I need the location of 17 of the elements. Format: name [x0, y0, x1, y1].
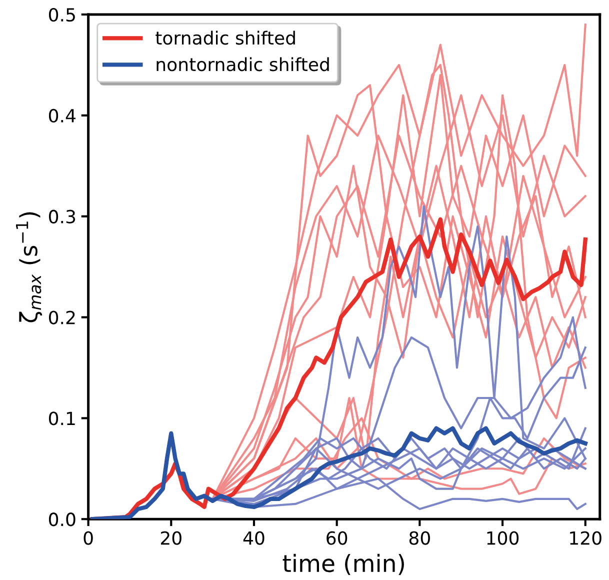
y-axis-title: ζ$_{max}$ (s$^{−1}$): [16, 212, 42, 322]
x-tick-label: 80: [409, 531, 430, 545]
x-tick-label: 60: [326, 531, 348, 545]
x-axis-title: time (min): [282, 554, 404, 575]
x-tick-label: 40: [243, 531, 264, 545]
x-tick-label: 120: [570, 531, 602, 545]
x-tick-label: 0: [84, 531, 93, 545]
legend-label: tornadic shifted: [156, 30, 295, 45]
y-tick-label: 0.1: [48, 412, 75, 426]
y-tick-label: 0.4: [48, 108, 76, 123]
y-tick-label: 0.3: [48, 210, 76, 224]
y-tick-label: 0.5: [48, 8, 75, 22]
legend-label: nontornadic shifted: [156, 57, 329, 72]
x-tick-label: 100: [487, 531, 519, 545]
y-tick-label: 0.0: [48, 512, 76, 526]
x-tick-label: 20: [160, 531, 182, 545]
y-tick-label: 0.2: [48, 310, 75, 324]
